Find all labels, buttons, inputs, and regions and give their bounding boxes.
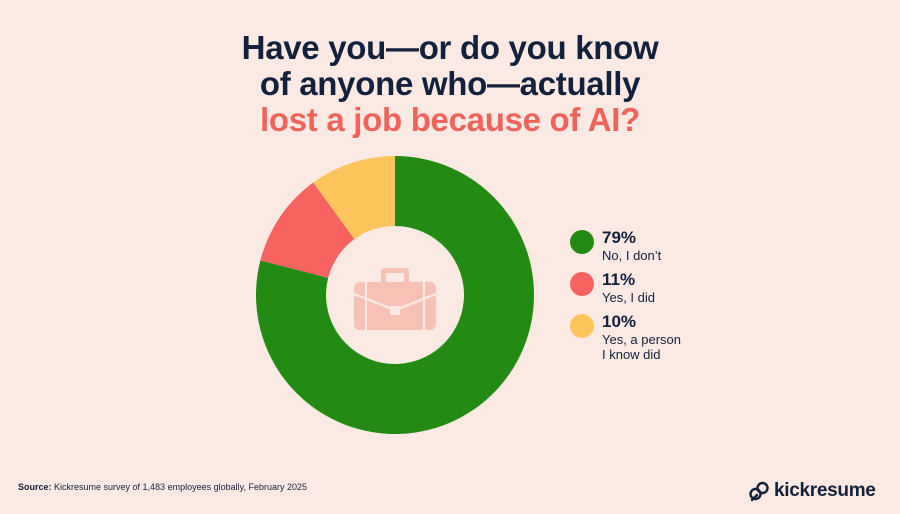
legend-dot-icon: [570, 230, 594, 254]
legend-value: 11%: [602, 270, 636, 289]
brand-name: kickresume: [774, 480, 876, 501]
chart-title: Have you—or do you know of anyone who—ac…: [0, 30, 900, 138]
legend-item-yes: 11% Yes, I did: [570, 270, 770, 305]
donut-slice-1: [260, 182, 355, 278]
donut-slice-0: [256, 156, 534, 434]
donut-slice-2: [313, 156, 395, 240]
legend-label: Yes, I did: [602, 290, 656, 305]
donut-slices: [256, 156, 534, 434]
legend-value: 79%: [602, 228, 637, 247]
legend-label: Yes, a person I know did: [602, 332, 682, 362]
legend-label: No, I don’t: [602, 248, 662, 263]
source-text: Kickresume survey of 1,483 employees glo…: [51, 482, 307, 492]
source-prefix: Source:: [18, 482, 52, 492]
title-line-1: Have you—or do you know: [241, 29, 659, 66]
source-note: Source: Kickresume survey of 1,483 emplo…: [18, 482, 307, 492]
title-line-2: of anyone who—actually: [259, 65, 641, 102]
chart-legend: 79% No, I don’t 11% Yes, I did 10% Yes, …: [570, 228, 770, 369]
legend-dot-icon: [570, 314, 594, 338]
legend-item-no: 79% No, I don’t: [570, 228, 770, 263]
briefcase-icon: [353, 268, 437, 330]
kickresume-logo-icon: [749, 481, 769, 502]
title-line-3: lost a job because of AI?: [259, 101, 640, 138]
donut-chart: [256, 156, 534, 434]
legend-dot-icon: [570, 272, 594, 296]
legend-value: 10%: [602, 312, 637, 331]
brand-logo: kickresume: [748, 480, 876, 502]
legend-item-yes-person: 10% Yes, a person I know did: [570, 312, 770, 362]
